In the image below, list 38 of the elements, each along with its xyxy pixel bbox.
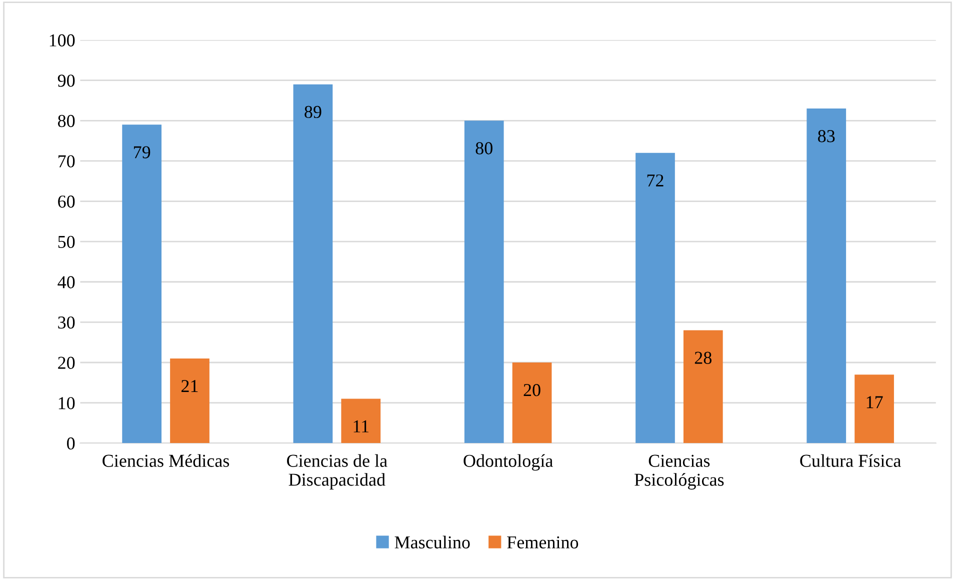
y-tick-label: 100: [50, 34, 75, 46]
data-label: 21: [182, 380, 198, 392]
data-label: 17: [866, 396, 883, 408]
y-tick-label: 70: [58, 155, 75, 168]
y-tick-label: 90: [58, 74, 75, 87]
y-tick-label: 80: [58, 114, 75, 128]
x-tick-label: Cultura Física: [800, 454, 901, 467]
data-label: 11: [354, 420, 368, 432]
data-label: 89: [304, 106, 322, 118]
y-tick-label: 60: [58, 196, 75, 208]
bar: [512, 362, 552, 444]
data-label: 28: [694, 352, 712, 364]
bar: [122, 124, 162, 444]
bar: [341, 398, 381, 444]
y-tick-label: 40: [58, 276, 75, 288]
x-tick-label: Ciencias de la Discapacidad: [287, 454, 388, 490]
legend-label: Masculino: [394, 536, 470, 548]
bar: [806, 108, 846, 444]
bar: [636, 152, 675, 444]
bar: [683, 330, 723, 444]
y-tick-label: 30: [58, 316, 75, 329]
x-tick-label: Odontología: [464, 454, 553, 471]
data-label: 72: [647, 174, 664, 186]
bar: [464, 120, 504, 444]
bar: [854, 374, 894, 444]
data-label: 79: [134, 146, 150, 158]
y-tick-label: 10: [58, 397, 75, 410]
x-tick-label: Ciencias Psicológicas: [634, 454, 724, 490]
y-tick-label: 50: [58, 236, 75, 248]
y-tick-label: 20: [58, 356, 75, 369]
legend-label: Femenino: [507, 536, 578, 548]
data-label: 80: [476, 142, 492, 154]
data-label: 20: [524, 384, 540, 396]
x-tick-label: Ciencias Médicas: [102, 454, 230, 467]
bar: [170, 358, 210, 444]
y-tick-label: 0: [67, 437, 75, 450]
data-label: 83: [818, 130, 835, 142]
bar: [293, 84, 333, 444]
